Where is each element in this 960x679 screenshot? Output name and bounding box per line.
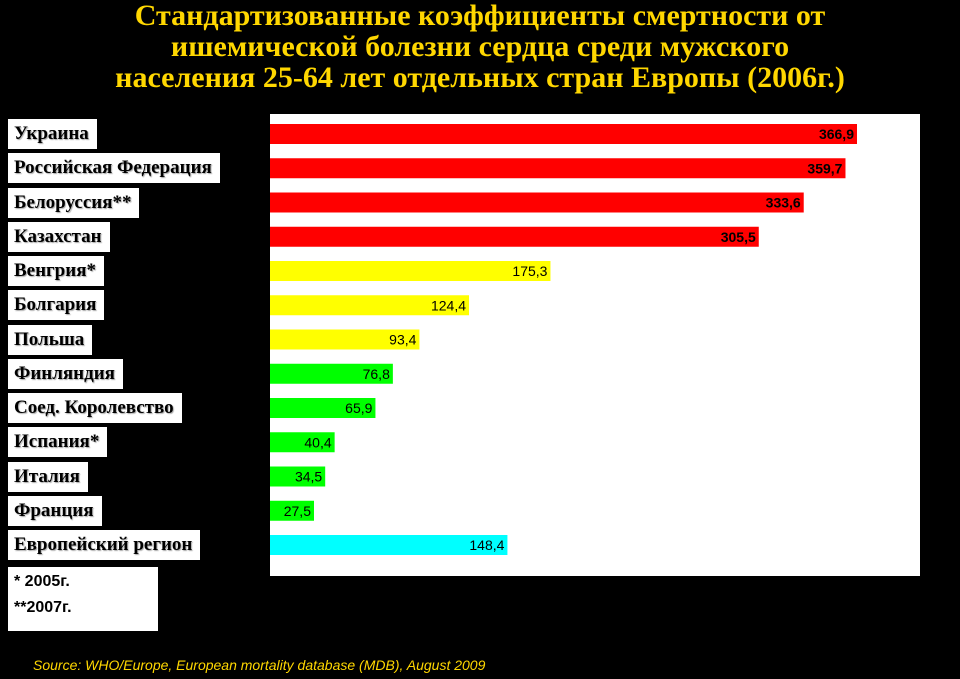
bar-value-label-13: 148,4 [469,537,504,553]
category-label-7: Польша [8,324,93,355]
bar-4 [270,226,759,247]
bar-value-label-8: 76,8 [363,366,390,382]
bar-value-label-1: 366,9 [819,126,854,142]
bar-6 [270,295,470,316]
bar-1 [270,124,857,144]
category-label-1: Украина [8,119,97,149]
bar-9 [270,398,376,418]
footnote-2005: * 2005г. [14,573,70,590]
bar-5 [270,261,551,281]
bar-value-label-3: 333,6 [766,195,801,211]
bar-3 [270,192,804,213]
bar-value-label-6: 124,4 [431,297,466,313]
source-note: Source: WHO/Europe, European mortality d… [33,657,486,673]
category-label-8: Финляндия [8,358,123,389]
bar-value-label-9: 65,9 [345,400,372,416]
bar-2 [270,158,846,179]
category-label-9: Соед. Королевство [8,393,182,423]
bar-value-label-4: 305,5 [721,229,756,245]
footnote-2007: **2007г. [14,599,72,616]
chart-title-line-1: Стандартизованные коэффициенты смертност… [134,0,826,32]
bar-7 [270,329,420,350]
chart-title: Стандартизованные коэффициенты смертност… [0,0,960,100]
plot-area: 366,9 359,7 333,6 305,5 175,3 124,4 93,4 76,8 65… [270,114,920,576]
bar-13 [270,535,508,555]
category-label-13: Европейский регион [8,530,201,560]
bar-value-label-10: 40,4 [304,434,331,450]
bar-11 [270,466,326,487]
bar-value-label-2: 359,7 [807,160,842,176]
footnotes: * 2005г. **2007г. [8,567,158,631]
bar-value-label-7: 93,4 [389,332,416,348]
category-label-3: Белоруссия** [8,187,140,218]
bar-10 [270,432,335,453]
chart-title-line-2: ишемической болезни сердца среди мужског… [170,30,790,63]
category-label-11: Италия [8,461,88,492]
chart-title-line-3: населения 25-64 лет отдельных стран Евро… [115,61,845,94]
category-label-6: Болгария [8,290,105,321]
bar-value-label-11: 34,5 [295,469,322,485]
bar-12 [270,500,314,521]
category-labels: Украина Российская Федерация Белоруссия** К… [0,112,268,636]
category-label-2: Российская Федерация [8,153,220,184]
bar-chart: 366,9 359,7 333,6 305,5 175,3 124,4 93,4 76,8 65… [270,124,857,555]
category-label-5: Венгрия* [8,256,104,286]
bar-8 [270,363,393,384]
category-label-4: Казахстан [8,221,110,252]
bar-value-label-12: 27,5 [284,503,311,519]
category-label-12: Франция [8,495,102,526]
bar-value-label-5: 175,3 [512,263,547,279]
category-label-10: Испания* [8,427,108,458]
